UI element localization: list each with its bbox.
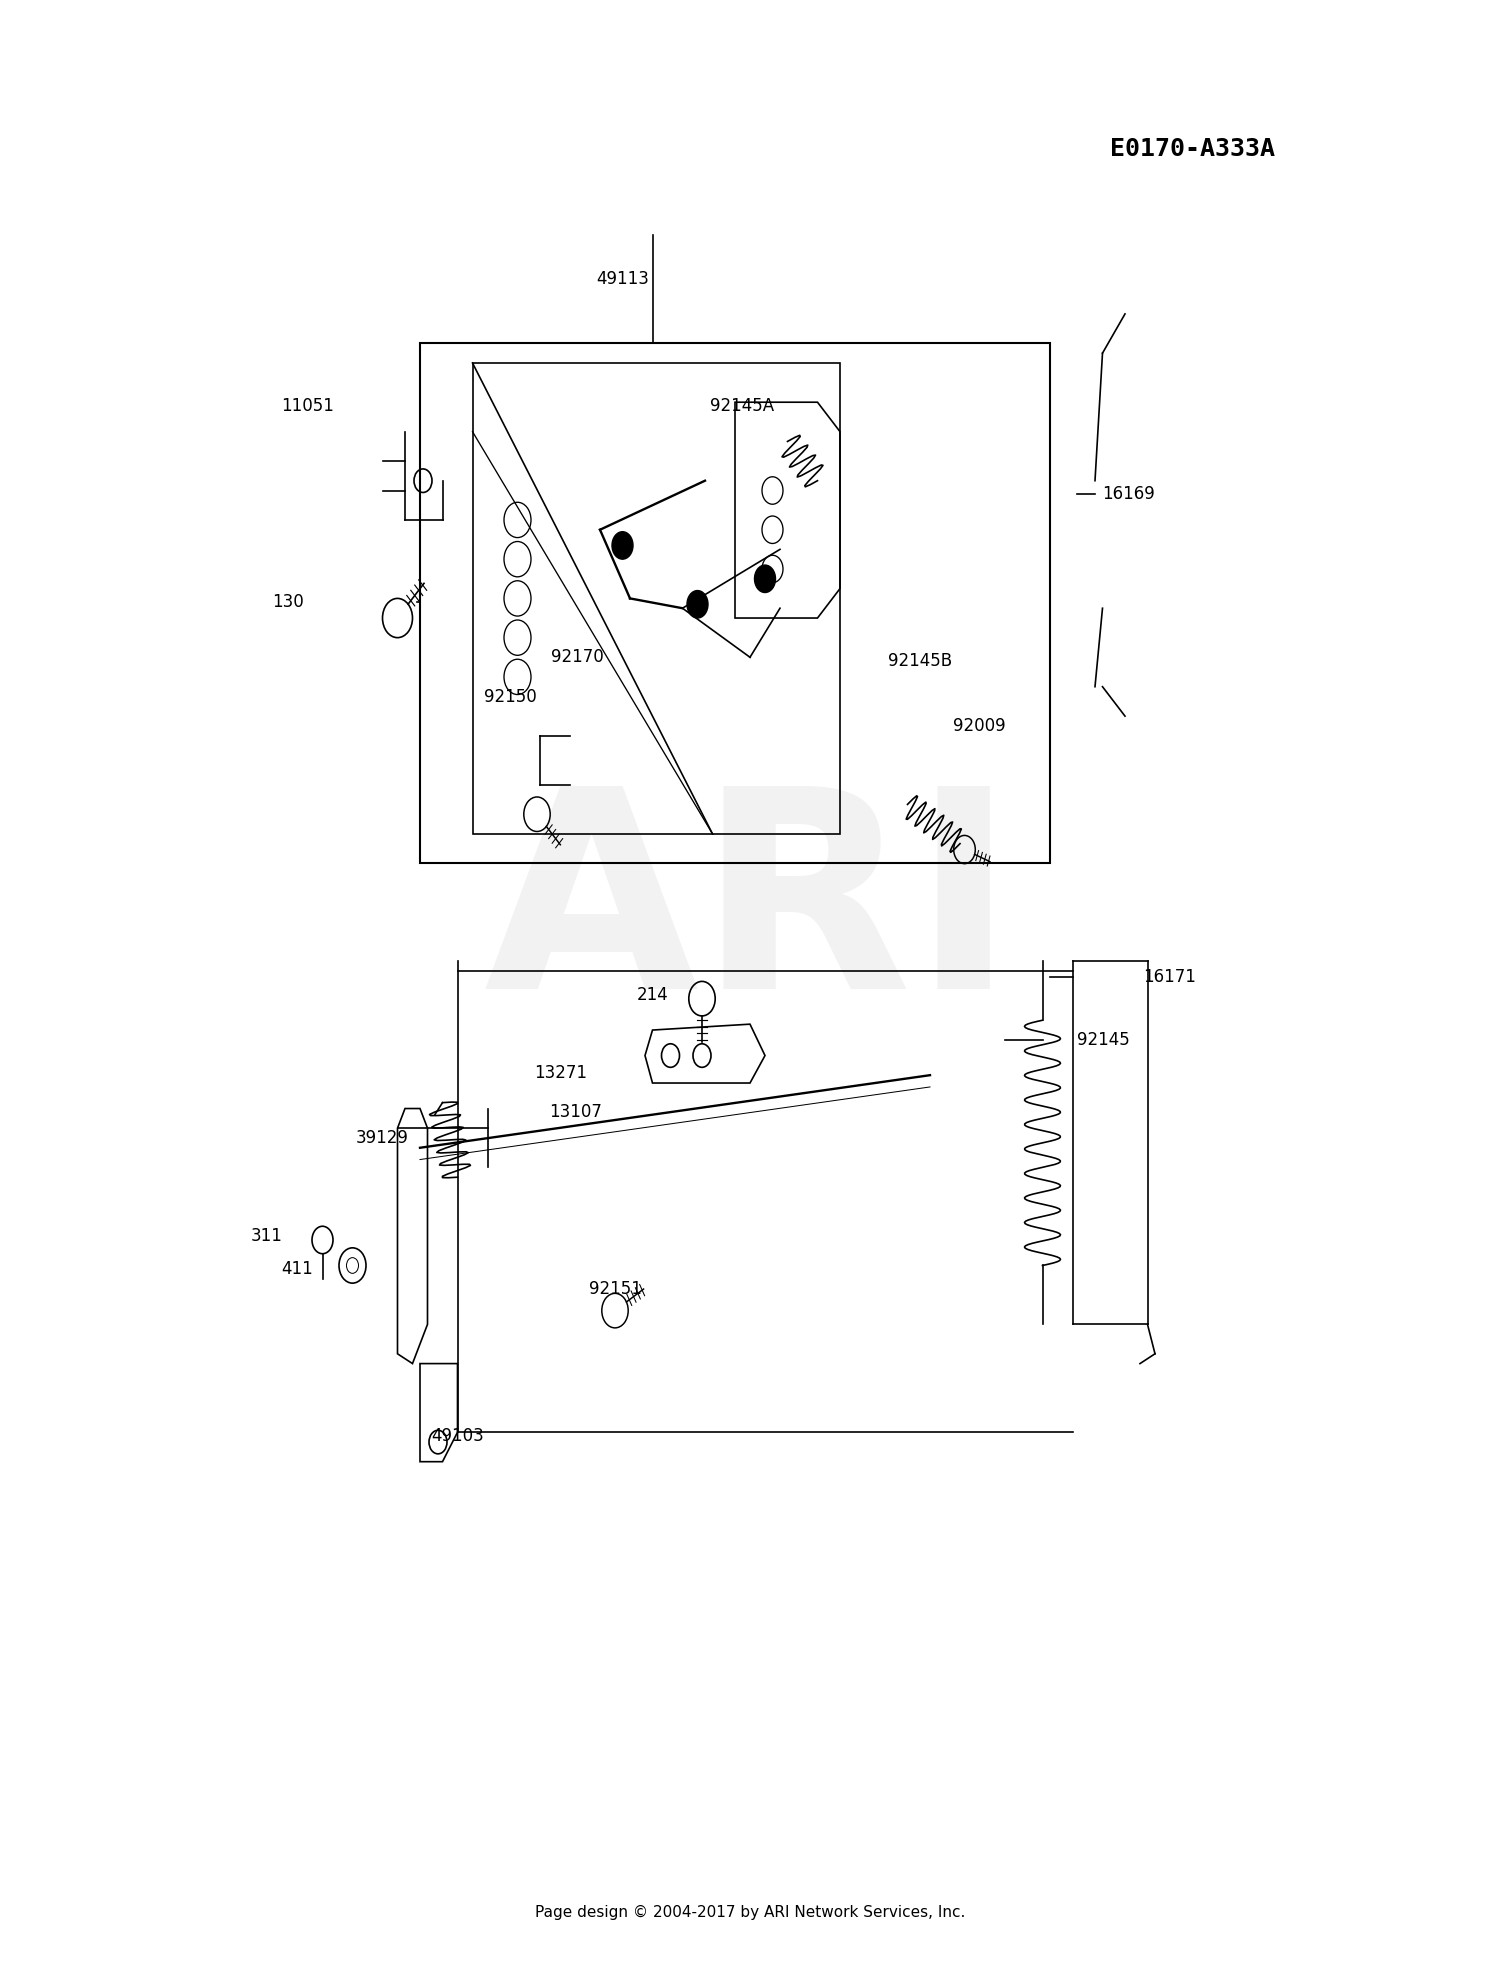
Text: 16171: 16171 [1143, 967, 1196, 987]
Text: 411: 411 [280, 1260, 314, 1279]
Text: 11051: 11051 [280, 396, 334, 416]
Text: 92151: 92151 [588, 1279, 642, 1299]
Text: Page design © 2004-2017 by ARI Network Services, Inc.: Page design © 2004-2017 by ARI Network S… [536, 1905, 964, 1921]
Text: 92009: 92009 [952, 716, 1005, 736]
Text: 92145: 92145 [1077, 1030, 1130, 1050]
Text: 13271: 13271 [534, 1063, 588, 1083]
Text: 92150: 92150 [483, 687, 537, 706]
Text: 92145A: 92145A [711, 396, 774, 416]
Text: 16169: 16169 [1102, 485, 1155, 504]
Text: 130: 130 [272, 593, 304, 612]
Text: 49103: 49103 [430, 1426, 484, 1446]
Circle shape [754, 565, 776, 593]
Text: E0170-A333A: E0170-A333A [1110, 137, 1275, 161]
Text: 49113: 49113 [596, 269, 650, 288]
Bar [420, 343, 1050, 863]
Text: ARI: ARI [484, 777, 1016, 1048]
Circle shape [687, 591, 708, 618]
Text: 311: 311 [251, 1226, 284, 1246]
Circle shape [612, 532, 633, 559]
Text: 92170: 92170 [550, 647, 604, 667]
Text: 92145B: 92145B [888, 651, 952, 671]
Text: 13107: 13107 [549, 1103, 603, 1122]
Text: 39129: 39129 [356, 1128, 410, 1148]
Text: 214: 214 [636, 985, 669, 1005]
